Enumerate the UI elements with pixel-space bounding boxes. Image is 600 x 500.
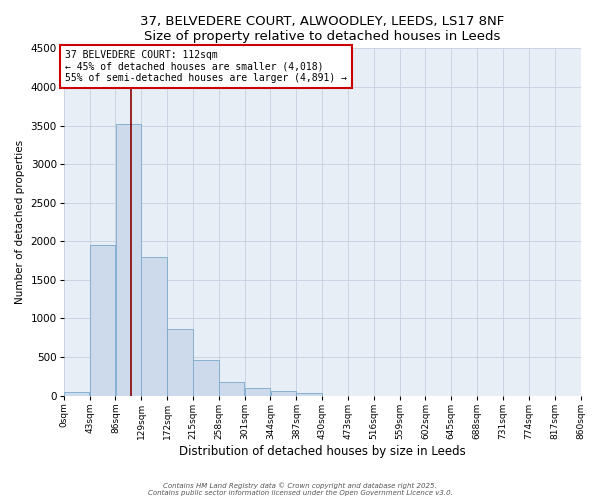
Bar <box>245 388 270 396</box>
Bar <box>296 394 322 396</box>
Y-axis label: Number of detached properties: Number of detached properties <box>15 140 25 304</box>
Bar <box>271 392 296 396</box>
Text: Contains HM Land Registry data © Crown copyright and database right 2025.
Contai: Contains HM Land Registry data © Crown c… <box>148 482 452 496</box>
X-axis label: Distribution of detached houses by size in Leeds: Distribution of detached houses by size … <box>179 444 466 458</box>
Bar <box>167 330 193 396</box>
Bar <box>142 256 167 396</box>
Bar <box>219 382 244 396</box>
Bar <box>193 360 218 396</box>
Title: 37, BELVEDERE COURT, ALWOODLEY, LEEDS, LS17 8NF
Size of property relative to det: 37, BELVEDERE COURT, ALWOODLEY, LEEDS, L… <box>140 15 504 43</box>
Bar <box>90 245 115 396</box>
Text: 37 BELVEDERE COURT: 112sqm
← 45% of detached houses are smaller (4,018)
55% of s: 37 BELVEDERE COURT: 112sqm ← 45% of deta… <box>65 50 347 83</box>
Bar <box>64 392 89 396</box>
Bar <box>116 124 141 396</box>
